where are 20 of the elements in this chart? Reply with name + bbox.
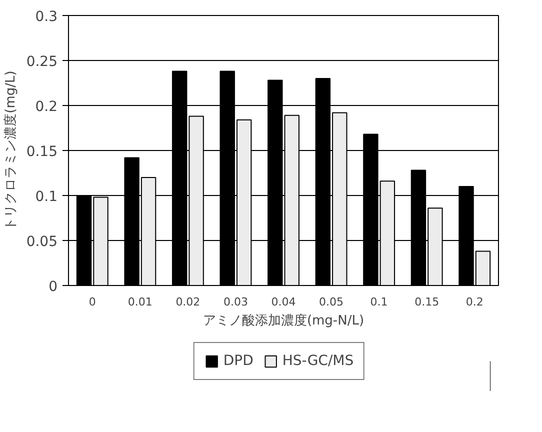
x-tick-label: 0.01 xyxy=(128,296,152,308)
x-tick-label: 0.15 xyxy=(414,296,440,308)
legend-label: DPD xyxy=(223,353,254,369)
y-tick-label: 0.2 xyxy=(35,99,58,115)
x-tick-label: 0.03 xyxy=(223,296,248,308)
y-tick-label: 0.3 xyxy=(35,9,58,25)
y-tick-label: 0.25 xyxy=(26,54,58,70)
x-tick-label: 0.1 xyxy=(370,296,388,308)
x-tick-label: 0.2 xyxy=(466,296,484,308)
y-axis-title: トリクロラミン濃度(mg/L) xyxy=(2,70,18,230)
x-tick-label: 0.02 xyxy=(176,296,200,308)
x-axis-title: アミノ酸添加濃度(mg-N/L) xyxy=(202,312,364,328)
y-tick-label: 0.15 xyxy=(26,144,58,160)
x-tick-label: 0.05 xyxy=(319,296,344,308)
x-tick-label: 0 xyxy=(88,296,96,308)
y-tick-label: 0.05 xyxy=(26,234,58,250)
x-tick-label: 0.04 xyxy=(271,296,296,308)
y-tick-label: 0 xyxy=(48,279,58,295)
legend-label: HS-GC/MS xyxy=(282,353,354,369)
y-tick-label: 0.1 xyxy=(35,189,58,205)
